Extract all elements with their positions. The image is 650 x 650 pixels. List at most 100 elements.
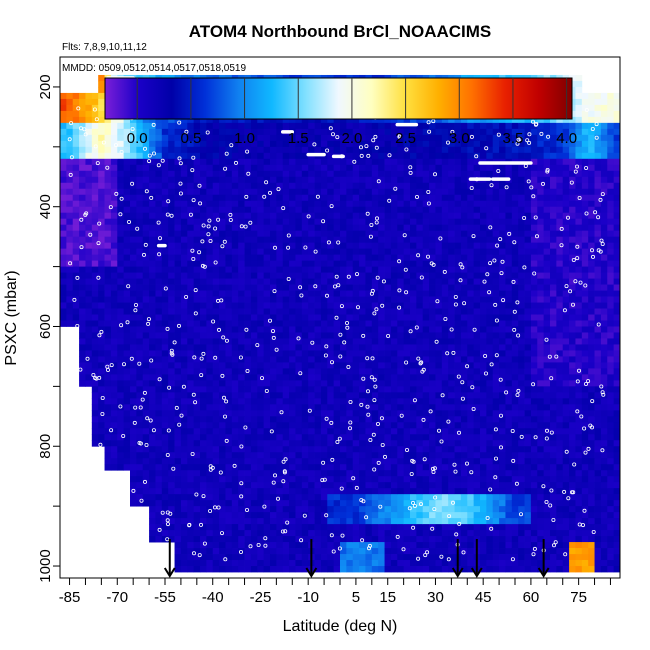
heatmap-cell	[263, 128, 271, 136]
heatmap-cell	[238, 152, 245, 160]
heatmap-cell	[352, 170, 360, 178]
heatmap-cell	[168, 284, 175, 291]
heatmap-cell	[155, 260, 163, 267]
heatmap-cell	[422, 176, 430, 184]
heatmap-cell	[295, 404, 303, 411]
heatmap-cell	[91, 434, 99, 441]
heatmap-cell	[79, 338, 86, 345]
heatmap-cell	[416, 398, 424, 405]
heatmap-cell	[365, 542, 373, 549]
heatmap-cell	[378, 188, 385, 196]
heatmap-cell	[155, 524, 163, 531]
heatmap-cell	[454, 224, 462, 232]
heatmap-cell	[270, 488, 277, 495]
heatmap-cell	[263, 152, 271, 160]
heatmap-cell	[231, 212, 239, 220]
heatmap-cell	[91, 404, 99, 411]
heatmap-cell	[403, 296, 411, 303]
heatmap-cell	[378, 488, 385, 495]
heatmap-cell	[257, 482, 265, 489]
heatmap-cell	[352, 164, 360, 172]
heatmap-cell	[320, 548, 328, 555]
heatmap-cell	[219, 272, 226, 279]
heatmap-cell	[422, 224, 430, 232]
heatmap-cell	[219, 224, 226, 232]
heatmap-cell	[397, 302, 405, 309]
heatmap-cell	[308, 356, 315, 363]
heatmap-cell	[460, 158, 468, 166]
heatmap-cell	[85, 188, 93, 196]
heatmap-cell	[174, 392, 182, 399]
heatmap-cell	[136, 284, 144, 291]
heatmap-cell	[371, 542, 379, 549]
heatmap-cell	[225, 320, 233, 327]
heatmap-cell	[168, 482, 175, 489]
heatmap-cell	[308, 140, 315, 148]
heatmap-cell	[168, 518, 175, 525]
heatmap-cell	[429, 386, 436, 393]
heatmap-cell	[180, 542, 188, 549]
heatmap-cell	[206, 440, 214, 447]
heatmap-cell	[371, 560, 379, 567]
heatmap-cell	[212, 152, 220, 160]
heatmap-cell	[282, 122, 290, 130]
heatmap-cell	[212, 290, 220, 297]
heatmap-cell	[441, 200, 449, 208]
heatmap-cell	[448, 410, 455, 417]
heatmap-cell	[384, 500, 392, 507]
heatmap-cell	[397, 146, 405, 154]
heatmap-cell	[378, 206, 385, 214]
heatmap-cell	[193, 464, 201, 471]
heatmap-cell	[435, 272, 443, 279]
heatmap-cell	[282, 464, 290, 471]
heatmap-cell	[66, 260, 74, 267]
heatmap-cell	[403, 386, 411, 393]
heatmap-cell	[282, 416, 290, 423]
heatmap-cell	[352, 374, 360, 381]
heatmap-cell	[136, 404, 144, 411]
heatmap-cell	[346, 158, 354, 166]
heatmap-cell	[155, 536, 163, 543]
heatmap-cell	[110, 248, 118, 256]
heatmap-cell	[384, 188, 392, 196]
heatmap-cell	[435, 128, 443, 136]
heatmap-cell	[238, 380, 245, 387]
heatmap-cell	[403, 326, 411, 333]
heatmap-cell	[212, 230, 220, 238]
heatmap-cell	[403, 188, 411, 196]
heatmap-cell	[467, 356, 475, 363]
heatmap-cell	[359, 314, 366, 321]
heatmap-cell	[346, 218, 354, 226]
heatmap-cell	[244, 212, 252, 220]
heatmap-cell	[110, 362, 118, 369]
heatmap-cell	[435, 260, 443, 267]
heatmap-cell	[155, 224, 163, 232]
heatmap-cell	[314, 548, 322, 555]
heatmap-cell	[340, 116, 347, 124]
heatmap-cell	[371, 170, 379, 178]
heatmap-cell	[320, 554, 328, 561]
heatmap-cell	[422, 488, 430, 495]
heatmap-cell	[390, 524, 398, 531]
heatmap-cell	[327, 506, 335, 513]
heatmap-cell	[333, 344, 341, 351]
heatmap-cell	[219, 134, 226, 142]
heatmap-cell	[123, 374, 131, 381]
heatmap-cell	[155, 416, 163, 423]
heatmap-cell	[257, 560, 265, 567]
heatmap-cell	[314, 434, 322, 441]
heatmap-cell	[289, 182, 296, 190]
heatmap-cell	[390, 200, 398, 208]
heatmap-cell	[231, 206, 239, 214]
heatmap-cell	[155, 332, 163, 339]
heatmap-cell	[340, 212, 347, 220]
heatmap-cell	[231, 224, 239, 232]
heatmap-cell	[365, 560, 373, 567]
heatmap-cell	[123, 164, 131, 172]
heatmap-cell	[219, 230, 226, 238]
heatmap-cell	[91, 326, 99, 333]
heatmap-cell	[206, 422, 214, 429]
heatmap-cell	[225, 350, 233, 357]
heatmap-cell	[79, 230, 86, 238]
heatmap-cell	[244, 500, 252, 507]
